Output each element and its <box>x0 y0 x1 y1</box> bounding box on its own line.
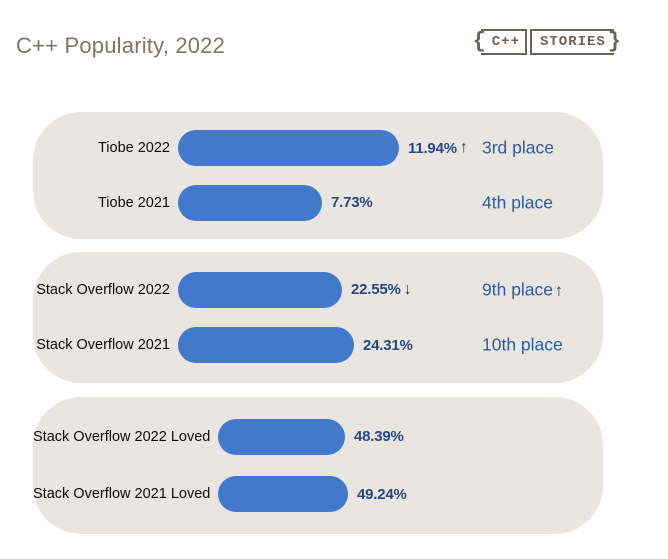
cpp-stories-logo[interactable]: { C++ STORIES } <box>471 29 622 55</box>
logo-left-brace-icon: { <box>471 29 487 54</box>
bar-value: 22.55% <box>351 281 401 299</box>
panel-stack-overflow-loved: Stack Overflow 2022 Loved 48.39% Stack O… <box>33 397 603 534</box>
bar-label: Stack Overflow 2021 <box>36 337 170 354</box>
bar-so-2021-loved <box>218 476 348 513</box>
bar-label: Tiobe 2021 <box>97 194 170 211</box>
logo-right-brace-icon: } <box>606 29 622 54</box>
place-label: 9th place <box>482 279 554 300</box>
bar-value: 48.39% <box>354 428 404 446</box>
bar-row-so-2022-loved: Stack Overflow 2022 Loved 48.39% <box>33 418 603 455</box>
bar-label: Stack Overflow 2022 <box>36 281 170 298</box>
logo-cpp-box: C++ <box>480 29 527 55</box>
bar-row-so-2021-loved: Stack Overflow 2021 Loved 49.24% <box>33 476 603 513</box>
page-title: C++ Popularity, 2022 <box>16 33 226 58</box>
bar-label: Stack Overflow 2021 Loved <box>33 486 211 503</box>
bar-tiobe-2021 <box>178 184 322 221</box>
bar-label: Stack Overflow 2022 Loved <box>33 428 211 445</box>
place-text: 9th place ↑ <box>482 279 563 300</box>
bar-value: 49.24% <box>357 485 407 503</box>
bar-so-2021 <box>178 327 354 364</box>
bar-row-tiobe-2021: Tiobe 2021 7.73% 4th place <box>33 184 603 221</box>
place-text: 10th place <box>482 335 565 356</box>
bar-so-2022 <box>178 271 342 308</box>
bar-value: 7.73% <box>331 194 373 212</box>
bar-label: Tiobe 2022 <box>97 140 170 157</box>
panel-tiobe: Tiobe 2022 11.94% ↑ 3rd place Tiobe 2021… <box>33 112 603 239</box>
place-text: 3rd place <box>482 138 556 159</box>
bar-row-so-2022: Stack Overflow 2022 22.55% ↓ 9th place ↑ <box>33 271 603 308</box>
bar-row-tiobe-2022: Tiobe 2022 11.94% ↑ 3rd place <box>33 130 603 167</box>
logo-stories-box: STORIES <box>529 29 614 55</box>
place-up-arrow-icon: ↑ <box>555 282 564 300</box>
up-arrow-icon: ↑ <box>459 139 468 157</box>
place-label: 4th place <box>482 192 554 213</box>
bar-row-so-2021: Stack Overflow 2021 24.31% 10th place <box>33 327 603 364</box>
bar-value: 11.94% <box>408 139 457 157</box>
place-label: 10th place <box>482 334 563 355</box>
down-arrow-icon: ↓ <box>403 280 412 298</box>
place-label: 3rd place <box>482 137 554 158</box>
bar-value: 24.31% <box>363 336 413 354</box>
bar-so-2022-loved <box>218 418 345 455</box>
panel-stack-overflow: Stack Overflow 2022 22.55% ↓ 9th place ↑ … <box>33 252 603 383</box>
place-text: 4th place <box>482 192 555 213</box>
bar-tiobe-2022 <box>178 130 399 167</box>
